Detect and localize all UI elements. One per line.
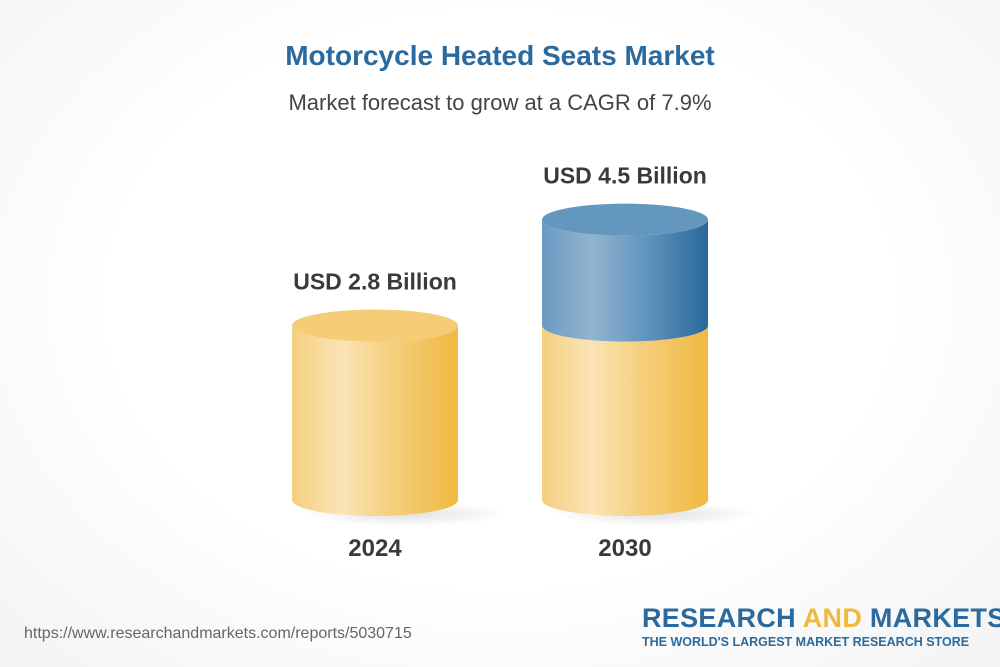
category-label: 2024 (348, 535, 402, 562)
chart-subtitle: Market forecast to grow at a CAGR of 7.9… (288, 90, 712, 115)
data-label: USD 2.8 Billion (293, 269, 457, 295)
cylinder-body-base (292, 325, 458, 516)
cylinder-top-base (292, 309, 458, 342)
data-label: USD 4.5 Billion (543, 163, 707, 189)
source-url[interactable]: https://www.researchandmarkets.com/repor… (24, 625, 412, 642)
category-label: 2030 (598, 535, 651, 562)
chart-title: Motorcycle Heated Seats Market (285, 40, 715, 71)
cylinder-body-base (542, 325, 708, 516)
research-and-markets-logo: RESEARCH AND MARKETS THE WORLD'S LARGEST… (642, 603, 1000, 649)
cylinder-body-growth (542, 219, 708, 342)
cylinder-top-growth (542, 203, 708, 236)
